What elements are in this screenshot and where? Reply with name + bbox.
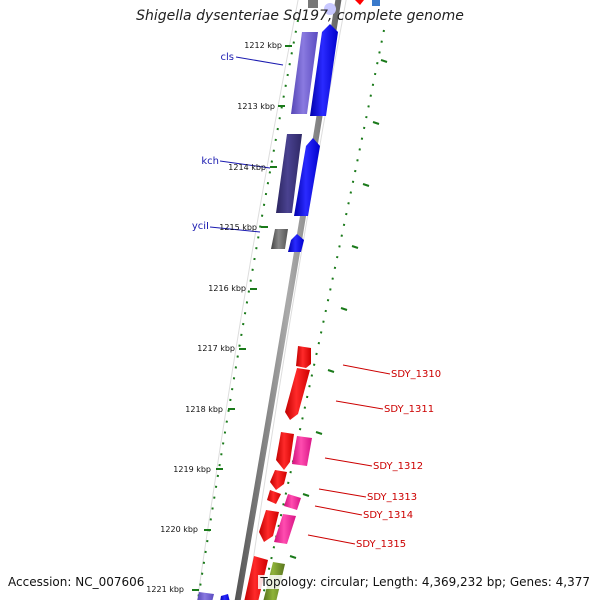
gene-blue-arrow-1: [310, 24, 338, 116]
map-title: Shigella dysenteriae Sd197, complete gen…: [136, 8, 464, 24]
gene-sdy-1314: [284, 494, 301, 510]
gene-top-gray: [308, 0, 318, 8]
leader-cls: [235, 56, 284, 66]
gene-sdy-1315-red: [259, 510, 279, 542]
kbp-label: 1217 kbp: [197, 344, 235, 353]
leader-sdy-1311: [335, 400, 384, 410]
gene-sdy-1315-pink: [274, 514, 296, 544]
gene-sdy-1313: [270, 470, 287, 490]
ring-tick: [340, 307, 348, 311]
gene-bottom-purple: [197, 592, 214, 600]
kbp-label: 1214 kbp: [228, 163, 266, 172]
kbp-label: 1221 kbp: [146, 585, 184, 594]
gene-label-kch[interactable]: kch: [201, 156, 219, 167]
kbp-label: 1219 kbp: [173, 465, 211, 474]
gene-label-cls[interactable]: cls: [221, 52, 235, 63]
gene-top-lavender: [324, 3, 336, 15]
ring-tick: [362, 183, 370, 187]
leader-sdy-1313: [318, 488, 367, 498]
leader-sdy-1310: [342, 364, 391, 375]
ring-tick: [327, 369, 335, 373]
gene-top-blue-block: [372, 0, 380, 6]
gene-bottom-blue: [220, 594, 230, 600]
gene-label-sdy-1311[interactable]: SDY_1311: [384, 404, 434, 415]
genome-summary-label: Topology: circular; Length: 4,369,232 bp…: [258, 575, 592, 589]
gene-ycil-block: [271, 229, 288, 249]
ring-tick: [302, 493, 310, 497]
gene-blue-arrow-2: [294, 138, 320, 216]
tick-ring-right: [261, 29, 385, 600]
gene-bottom-red: [244, 556, 268, 600]
kbp-label: 1220 kbp: [160, 525, 198, 534]
right-ring-ticks: [289, 59, 388, 559]
leader-sdy-1315: [307, 534, 356, 545]
gene-cls-block: [291, 32, 318, 114]
ring-tick: [289, 555, 297, 559]
gene-sdy-1311: [285, 368, 310, 420]
ring-tick: [315, 431, 323, 435]
leader-sdy-1312: [324, 457, 373, 467]
ring-tick: [372, 121, 380, 125]
gene-sdy-1312-pink: [292, 436, 312, 466]
kbp-label: 1218 kbp: [185, 405, 223, 414]
kbp-label: 1213 kbp: [237, 102, 275, 111]
right-label-leaders: [307, 364, 391, 545]
kbp-label: 1215 kbp: [219, 223, 257, 232]
gene-label-sdy-1313[interactable]: SDY_1313: [367, 492, 417, 503]
accession-label: Accession: NC_007606: [6, 575, 147, 589]
gene-kch-block: [276, 134, 302, 213]
gene-sdy-1312-red: [276, 432, 294, 470]
leader-sdy-1314: [314, 505, 363, 516]
gene-sdy-1313-small: [267, 490, 281, 504]
ring-tick: [380, 59, 388, 63]
gene-label-ycil[interactable]: yciI: [192, 221, 209, 232]
ring-tick: [351, 245, 359, 249]
gene-top-red-arrow: [355, 0, 364, 5]
gene-label-sdy-1312[interactable]: SDY_1312: [373, 461, 423, 472]
kbp-label: 1212 kbp: [244, 41, 282, 50]
gene-sdy-1310: [296, 346, 311, 368]
kbp-tick-marks: [192, 45, 292, 591]
leader-kch: [219, 160, 271, 169]
gene-label-sdy-1310[interactable]: SDY_1310: [391, 369, 441, 380]
left-label-leaders: [209, 56, 284, 233]
kbp-label: 1216 kbp: [208, 284, 246, 293]
gene-blue-arrow-3: [288, 234, 304, 252]
leader-ycil: [209, 226, 261, 233]
gene-label-sdy-1314[interactable]: SDY_1314: [363, 510, 413, 521]
gene-label-sdy-1315[interactable]: SDY_1315: [356, 539, 406, 550]
